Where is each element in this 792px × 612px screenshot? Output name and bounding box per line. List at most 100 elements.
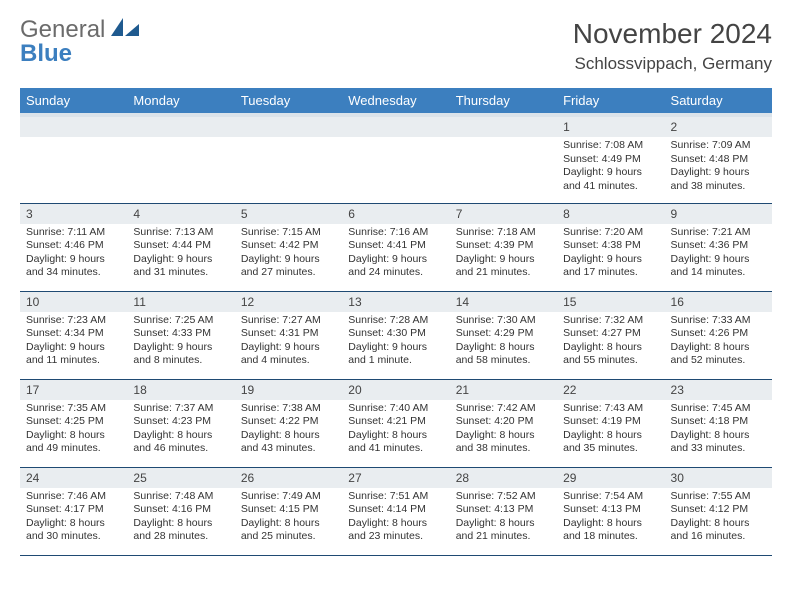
calendar-cell xyxy=(450,115,557,203)
calendar-cell: 10Sunrise: 7:23 AMSunset: 4:34 PMDayligh… xyxy=(20,291,127,379)
detail-line: Sunrise: 7:49 AM xyxy=(241,490,336,504)
detail-line: Sunrise: 7:21 AM xyxy=(671,226,766,240)
detail-line: Sunset: 4:13 PM xyxy=(563,503,658,517)
detail-line: Daylight: 9 hours xyxy=(563,166,658,180)
detail-line: Sunrise: 7:18 AM xyxy=(456,226,551,240)
detail-line: Sunset: 4:34 PM xyxy=(26,327,121,341)
detail-line: and 34 minutes. xyxy=(26,266,121,280)
day-number: 11 xyxy=(127,292,234,312)
detail-line: Sunrise: 7:37 AM xyxy=(133,402,228,416)
day-details: Sunrise: 7:21 AMSunset: 4:36 PMDaylight:… xyxy=(665,224,772,285)
calendar-week-row: 17Sunrise: 7:35 AMSunset: 4:25 PMDayligh… xyxy=(20,379,772,467)
detail-line: and 46 minutes. xyxy=(133,442,228,456)
detail-line: Sunrise: 7:35 AM xyxy=(26,402,121,416)
detail-line: and 58 minutes. xyxy=(456,354,551,368)
calendar-cell: 23Sunrise: 7:45 AMSunset: 4:18 PMDayligh… xyxy=(665,379,772,467)
day-details: Sunrise: 7:18 AMSunset: 4:39 PMDaylight:… xyxy=(450,224,557,285)
detail-line: Sunset: 4:42 PM xyxy=(241,239,336,253)
day-details: Sunrise: 7:49 AMSunset: 4:15 PMDaylight:… xyxy=(235,488,342,549)
calendar-cell: 19Sunrise: 7:38 AMSunset: 4:22 PMDayligh… xyxy=(235,379,342,467)
day-details: Sunrise: 7:45 AMSunset: 4:18 PMDaylight:… xyxy=(665,400,772,461)
detail-line: and 38 minutes. xyxy=(671,180,766,194)
detail-line: Sunrise: 7:20 AM xyxy=(563,226,658,240)
calendar-cell: 17Sunrise: 7:35 AMSunset: 4:25 PMDayligh… xyxy=(20,379,127,467)
calendar-cell xyxy=(235,115,342,203)
day-details: Sunrise: 7:25 AMSunset: 4:33 PMDaylight:… xyxy=(127,312,234,373)
detail-line: Sunset: 4:39 PM xyxy=(456,239,551,253)
calendar-cell: 11Sunrise: 7:25 AMSunset: 4:33 PMDayligh… xyxy=(127,291,234,379)
day-details: Sunrise: 7:09 AMSunset: 4:48 PMDaylight:… xyxy=(665,137,772,198)
detail-line: and 38 minutes. xyxy=(456,442,551,456)
detail-line: Sunset: 4:13 PM xyxy=(456,503,551,517)
detail-line: and 55 minutes. xyxy=(563,354,658,368)
calendar-cell: 18Sunrise: 7:37 AMSunset: 4:23 PMDayligh… xyxy=(127,379,234,467)
calendar-cell: 26Sunrise: 7:49 AMSunset: 4:15 PMDayligh… xyxy=(235,467,342,555)
detail-line: and 41 minutes. xyxy=(348,442,443,456)
detail-line: Daylight: 8 hours xyxy=(133,429,228,443)
detail-line: and 30 minutes. xyxy=(26,530,121,544)
detail-line: Daylight: 9 hours xyxy=(671,166,766,180)
detail-line: Sunset: 4:18 PM xyxy=(671,415,766,429)
day-details: Sunrise: 7:43 AMSunset: 4:19 PMDaylight:… xyxy=(557,400,664,461)
detail-line: Sunset: 4:17 PM xyxy=(26,503,121,517)
detail-line: Sunrise: 7:28 AM xyxy=(348,314,443,328)
calendar-cell: 3Sunrise: 7:11 AMSunset: 4:46 PMDaylight… xyxy=(20,203,127,291)
day-number: 25 xyxy=(127,468,234,488)
detail-line: Sunset: 4:16 PM xyxy=(133,503,228,517)
day-number: 5 xyxy=(235,204,342,224)
title-block: November 2024 Schlossvippach, Germany xyxy=(573,18,772,74)
detail-line: Sunrise: 7:27 AM xyxy=(241,314,336,328)
detail-line: Daylight: 8 hours xyxy=(241,517,336,531)
detail-line: and 49 minutes. xyxy=(26,442,121,456)
detail-line: Sunrise: 7:33 AM xyxy=(671,314,766,328)
detail-line: Daylight: 8 hours xyxy=(348,429,443,443)
detail-line: Sunset: 4:15 PM xyxy=(241,503,336,517)
day-details: Sunrise: 7:51 AMSunset: 4:14 PMDaylight:… xyxy=(342,488,449,549)
detail-line: and 1 minute. xyxy=(348,354,443,368)
detail-line: and 4 minutes. xyxy=(241,354,336,368)
calendar-cell: 20Sunrise: 7:40 AMSunset: 4:21 PMDayligh… xyxy=(342,379,449,467)
detail-line: Daylight: 9 hours xyxy=(133,253,228,267)
detail-line: and 8 minutes. xyxy=(133,354,228,368)
detail-line: Sunrise: 7:52 AM xyxy=(456,490,551,504)
detail-line: Daylight: 8 hours xyxy=(671,517,766,531)
day-details: Sunrise: 7:11 AMSunset: 4:46 PMDaylight:… xyxy=(20,224,127,285)
calendar-cell: 7Sunrise: 7:18 AMSunset: 4:39 PMDaylight… xyxy=(450,203,557,291)
detail-line: Daylight: 8 hours xyxy=(563,429,658,443)
day-number: 24 xyxy=(20,468,127,488)
calendar-cell: 1Sunrise: 7:08 AMSunset: 4:49 PMDaylight… xyxy=(557,115,664,203)
day-number: 10 xyxy=(20,292,127,312)
calendar-cell: 16Sunrise: 7:33 AMSunset: 4:26 PMDayligh… xyxy=(665,291,772,379)
day-number: 20 xyxy=(342,380,449,400)
detail-line: Sunset: 4:25 PM xyxy=(26,415,121,429)
calendar-cell: 25Sunrise: 7:48 AMSunset: 4:16 PMDayligh… xyxy=(127,467,234,555)
detail-line: and 33 minutes. xyxy=(671,442,766,456)
day-number: 29 xyxy=(557,468,664,488)
calendar-cell: 9Sunrise: 7:21 AMSunset: 4:36 PMDaylight… xyxy=(665,203,772,291)
detail-line: Daylight: 8 hours xyxy=(348,517,443,531)
day-details: Sunrise: 7:35 AMSunset: 4:25 PMDaylight:… xyxy=(20,400,127,461)
detail-line: Sunrise: 7:15 AM xyxy=(241,226,336,240)
sail-icon xyxy=(111,18,139,36)
day-number: 9 xyxy=(665,204,772,224)
detail-line: Sunrise: 7:08 AM xyxy=(563,139,658,153)
day-header: Thursday xyxy=(450,88,557,115)
day-details: Sunrise: 7:42 AMSunset: 4:20 PMDaylight:… xyxy=(450,400,557,461)
day-number: 23 xyxy=(665,380,772,400)
day-number: 1 xyxy=(557,117,664,137)
day-header: Sunday xyxy=(20,88,127,115)
header-row: General Blue November 2024 Schlossvippac… xyxy=(20,18,772,74)
detail-line: Sunset: 4:46 PM xyxy=(26,239,121,253)
day-number: 7 xyxy=(450,204,557,224)
detail-line: and 41 minutes. xyxy=(563,180,658,194)
day-header: Monday xyxy=(127,88,234,115)
calendar-cell: 5Sunrise: 7:15 AMSunset: 4:42 PMDaylight… xyxy=(235,203,342,291)
detail-line: Sunrise: 7:11 AM xyxy=(26,226,121,240)
detail-line: Sunset: 4:48 PM xyxy=(671,153,766,167)
detail-line: Sunset: 4:36 PM xyxy=(671,239,766,253)
detail-line: Daylight: 8 hours xyxy=(456,341,551,355)
calendar-week-row: 1Sunrise: 7:08 AMSunset: 4:49 PMDaylight… xyxy=(20,115,772,203)
day-details: Sunrise: 7:52 AMSunset: 4:13 PMDaylight:… xyxy=(450,488,557,549)
calendar-header-row: SundayMondayTuesdayWednesdayThursdayFrid… xyxy=(20,88,772,115)
calendar-week-row: 24Sunrise: 7:46 AMSunset: 4:17 PMDayligh… xyxy=(20,467,772,555)
